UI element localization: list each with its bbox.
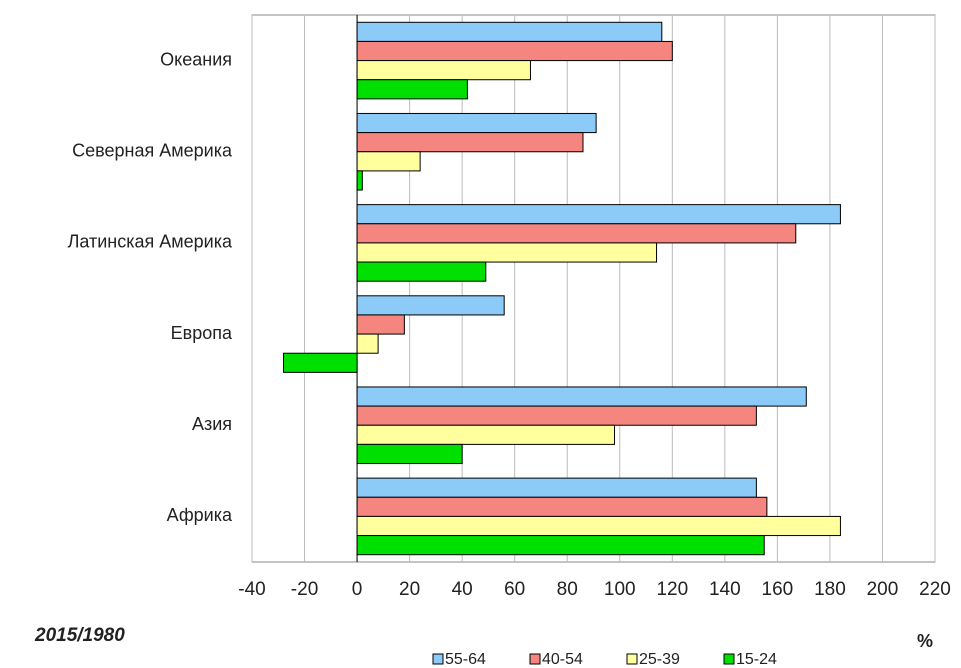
legend-label: 55-64 — [445, 651, 486, 668]
bar — [356, 112, 597, 134]
x-tick-label: 120 — [656, 579, 688, 600]
bar — [356, 261, 487, 282]
bar — [356, 132, 584, 153]
bar — [356, 295, 505, 316]
x-tick-label: 140 — [709, 579, 741, 600]
x-tick-label: 20 — [399, 579, 420, 600]
x-axis-label: % — [917, 631, 933, 651]
bar — [356, 424, 616, 445]
bar — [356, 60, 531, 81]
x-tick-label: 160 — [762, 579, 794, 600]
bar — [356, 223, 797, 244]
bar — [356, 477, 757, 498]
legend-swatch — [723, 653, 735, 665]
bar — [356, 515, 841, 537]
category-label: Африка — [167, 505, 233, 525]
bar — [356, 40, 673, 62]
bar — [283, 352, 358, 373]
legend-swatch — [432, 653, 444, 665]
bar — [356, 333, 379, 354]
x-tick-label: 0 — [352, 579, 363, 600]
bar — [356, 405, 757, 426]
legend-swatch — [529, 653, 541, 665]
x-tick-label: 80 — [557, 579, 578, 600]
bar — [356, 535, 765, 556]
x-tick-label: 100 — [604, 579, 636, 600]
annotation: 2015/1980 — [34, 625, 125, 646]
category-label: Океания — [160, 49, 232, 69]
bar — [356, 21, 663, 42]
x-tick-label: 220 — [919, 579, 951, 600]
legend-label: 15-24 — [736, 651, 777, 668]
legend-label: 40-54 — [542, 651, 583, 668]
category-label: Европа — [171, 323, 233, 343]
x-tick-label: 180 — [814, 579, 846, 600]
bar — [356, 314, 405, 335]
bar — [356, 204, 841, 225]
category-label: Латинская Америка — [68, 232, 233, 252]
bar — [356, 151, 421, 172]
bar — [356, 443, 463, 465]
x-tick-label: 60 — [504, 579, 525, 600]
bar — [356, 170, 363, 191]
legend-swatch — [626, 653, 638, 665]
x-tick-label: -20 — [291, 579, 318, 600]
bar — [356, 79, 468, 100]
x-tick-label: 200 — [867, 579, 899, 600]
category-label: Азия — [192, 414, 232, 434]
legend-label: 25-39 — [639, 651, 680, 668]
x-tick-label: -40 — [238, 579, 265, 600]
plot-area — [251, 14, 936, 563]
bar — [356, 386, 807, 407]
bar — [356, 496, 768, 517]
category-label: Северная Америка — [72, 141, 233, 161]
bar — [356, 242, 658, 263]
x-tick-label: 40 — [452, 579, 473, 600]
